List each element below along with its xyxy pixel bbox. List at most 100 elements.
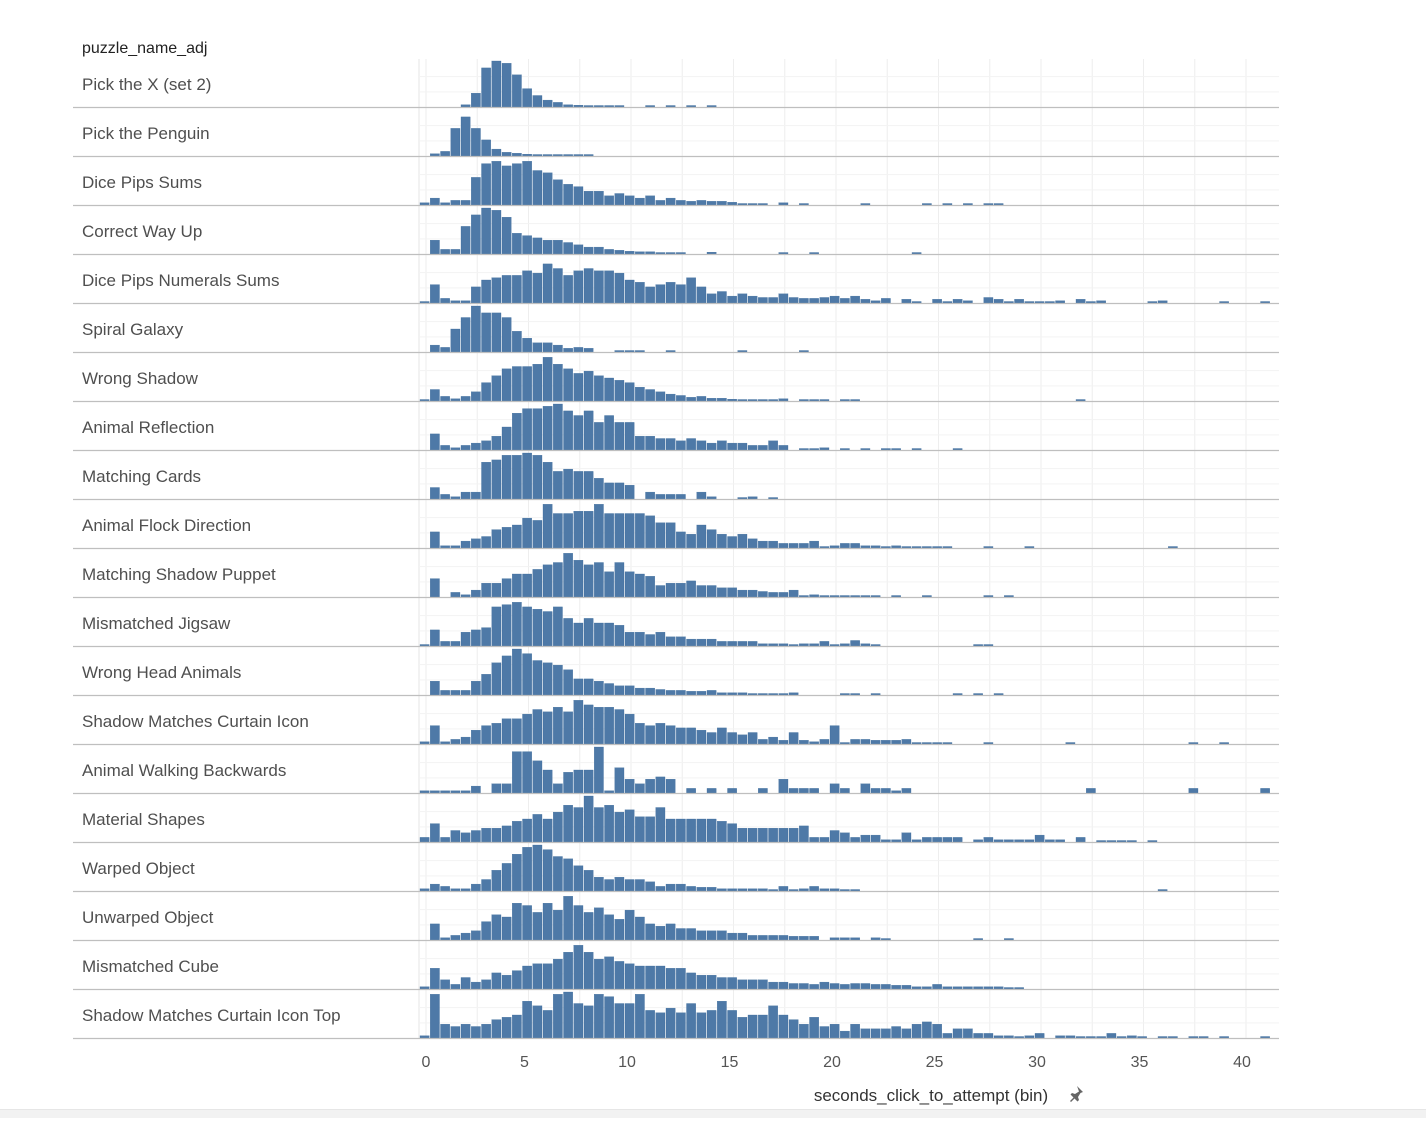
histogram-bar[interactable] [614,380,625,402]
histogram-bar[interactable] [594,681,604,696]
histogram-bar[interactable] [481,139,491,157]
histogram-bar[interactable] [604,996,614,1039]
histogram-bar[interactable] [1147,301,1158,304]
histogram-bar[interactable] [450,830,461,843]
histogram-bar[interactable] [860,983,871,990]
histogram-bar[interactable] [737,641,748,647]
histogram-bar[interactable] [430,681,440,696]
histogram-bar[interactable] [676,636,686,647]
histogram-bar[interactable] [809,1017,819,1039]
histogram-bar[interactable] [430,531,440,549]
histogram-bar[interactable] [522,653,532,696]
histogram-bar[interactable] [706,788,717,794]
histogram-bar[interactable] [542,172,553,206]
histogram-bar[interactable] [788,1019,799,1039]
histogram-bar[interactable] [532,95,543,108]
histogram-bar[interactable] [512,366,522,402]
histogram-bar[interactable] [440,979,450,990]
histogram-bar[interactable] [532,760,543,794]
histogram-bar[interactable] [655,438,666,451]
histogram-bar[interactable] [676,440,686,451]
histogram-bar[interactable] [655,926,666,941]
histogram-bar[interactable] [460,491,471,500]
histogram-bar[interactable] [717,1001,727,1039]
histogram-bar[interactable] [1096,300,1106,304]
histogram-bar[interactable] [1096,1036,1106,1039]
histogram-bar[interactable] [522,751,532,794]
histogram-bar[interactable] [450,984,461,990]
histogram-bar[interactable] [460,832,471,843]
histogram-bar[interactable] [850,937,860,941]
histogram-bar[interactable] [665,522,676,549]
histogram-bar[interactable] [573,769,584,794]
histogram-bar[interactable] [419,301,430,304]
histogram-bar[interactable] [532,520,543,549]
histogram-bar[interactable] [819,297,830,304]
histogram-bar[interactable] [870,1028,881,1039]
histogram-bar[interactable] [747,979,758,990]
histogram-bar[interactable] [983,837,994,843]
histogram-bar[interactable] [747,935,758,941]
histogram-bar[interactable] [624,422,635,451]
histogram-bar[interactable] [645,286,655,304]
histogram-bar[interactable] [635,783,645,794]
histogram-bar[interactable] [553,958,563,990]
histogram-bar[interactable] [440,545,450,549]
histogram-bar[interactable] [573,945,584,990]
histogram-bar[interactable] [676,1012,686,1039]
histogram-bar[interactable] [635,965,645,990]
histogram-bar[interactable] [645,634,655,647]
histogram-bar[interactable] [665,252,676,255]
histogram-bar[interactable] [471,538,481,549]
histogram-bar[interactable] [645,436,655,451]
histogram-bar[interactable] [870,834,881,843]
histogram-bar[interactable] [922,986,932,990]
histogram-bar[interactable] [532,408,543,451]
histogram-bar[interactable] [942,1033,953,1039]
histogram-bar[interactable] [1116,1036,1127,1039]
histogram-bar[interactable] [614,625,625,647]
histogram-bar[interactable] [932,984,942,990]
row-label[interactable]: Matching Shadow Puppet [82,565,276,584]
histogram-bar[interactable] [829,830,840,843]
histogram-bar[interactable] [512,455,522,500]
histogram-bar[interactable] [737,589,748,598]
histogram-bar[interactable] [491,914,502,941]
histogram-bar[interactable] [799,298,809,304]
histogram-bar[interactable] [799,399,809,402]
histogram-bar[interactable] [778,445,789,451]
histogram-bar[interactable] [717,587,727,598]
histogram-bar[interactable] [993,299,1004,304]
histogram-bar[interactable] [809,252,819,255]
histogram-bar[interactable] [542,342,553,353]
histogram-bar[interactable] [1004,301,1014,304]
histogram-bar[interactable] [963,986,973,990]
histogram-bar[interactable] [686,438,696,451]
histogram-bar[interactable] [460,736,471,745]
histogram-bar[interactable] [532,609,543,647]
histogram-bar[interactable] [512,413,522,451]
histogram-bar[interactable] [1004,1035,1014,1039]
histogram-bar[interactable] [450,545,461,549]
histogram-bar[interactable] [901,985,912,990]
histogram-bar[interactable] [532,912,543,941]
histogram-bar[interactable] [542,99,553,108]
histogram-bar[interactable] [686,534,696,549]
histogram-bar[interactable] [522,606,532,647]
histogram-bar[interactable] [747,589,758,598]
histogram-bar[interactable] [850,295,860,304]
histogram-bar[interactable] [942,742,953,745]
histogram-bar[interactable] [430,344,440,353]
histogram-bar[interactable] [942,301,953,304]
histogram-bar[interactable] [840,937,850,941]
histogram-bar[interactable] [471,830,481,843]
histogram-bar[interactable] [686,886,696,892]
histogram-bar[interactable] [993,1035,1004,1039]
histogram-bar[interactable] [768,297,778,304]
histogram-bar[interactable] [840,984,850,990]
histogram-bar[interactable] [450,447,461,451]
histogram-bar[interactable] [542,263,553,304]
row-label[interactable]: Material Shapes [82,810,205,829]
histogram-bar[interactable] [624,632,635,647]
histogram-bar[interactable] [727,977,737,990]
